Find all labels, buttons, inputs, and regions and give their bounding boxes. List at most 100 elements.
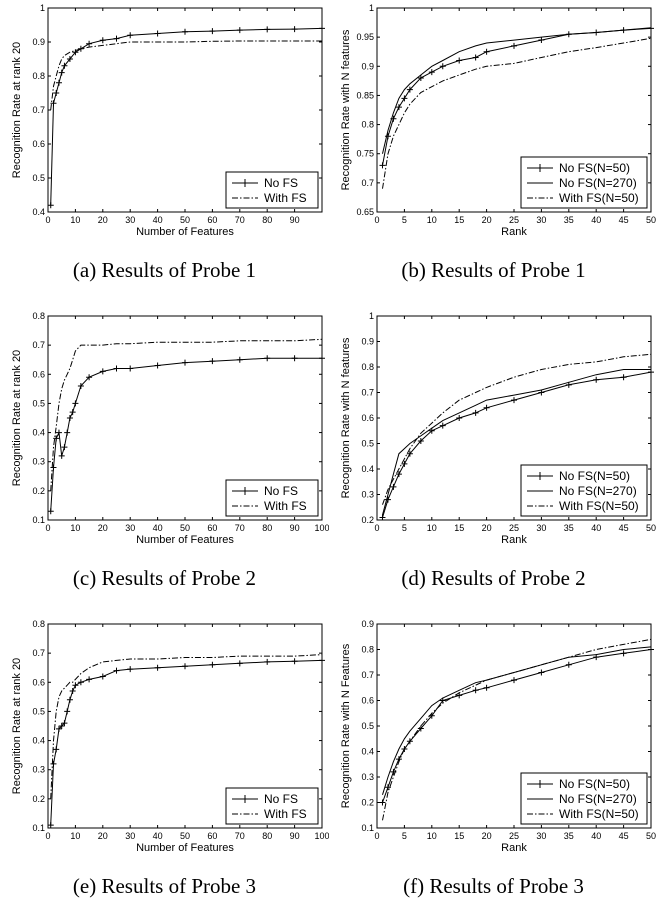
data-point-marker <box>154 362 161 369</box>
y-tick-label: 0.85 <box>356 90 374 100</box>
x-tick-label: 45 <box>619 215 629 225</box>
x-tick-label: 10 <box>70 523 80 533</box>
y-tick-label: 0.3 <box>32 765 45 775</box>
data-point-marker <box>264 355 271 362</box>
data-point-marker <box>66 696 73 703</box>
data-point-marker <box>511 677 517 684</box>
caption-d: (d) Results of Probe 2 <box>401 566 586 590</box>
data-point-marker <box>50 760 57 767</box>
y-tick-label: 0.1 <box>32 823 45 833</box>
series-line-2 <box>50 338 323 491</box>
data-point-marker <box>86 40 93 47</box>
x-tick-label: 50 <box>180 831 190 841</box>
x-tick-label: 35 <box>564 523 574 533</box>
data-point-marker <box>209 28 216 35</box>
chart-e: 0 10 20 30 40 50 60 70 80 90 100 0.1 0.2 0.3 0.4 0.5 0.6… <box>11 619 329 854</box>
data-point-marker <box>127 365 134 372</box>
caption-e: (e) Results of Probe 3 <box>72 874 257 898</box>
x-tick-label: 0 <box>45 215 50 225</box>
data-point-marker <box>55 725 62 732</box>
y-tick-label: 0.5 <box>32 173 45 183</box>
y-tick-label: 0.9 <box>361 619 374 629</box>
caption-a: (a) Results of Probe 1 <box>72 258 257 282</box>
y-tick-label: 0.2 <box>361 798 374 808</box>
data-point-marker <box>319 355 325 362</box>
legend-label: No FS <box>264 792 298 806</box>
x-tick-label: 15 <box>454 831 464 841</box>
data-point-marker <box>291 26 298 33</box>
y-tick-label: 0.7 <box>361 388 374 398</box>
x-tick-label: 90 <box>290 215 300 225</box>
y-tick-label: 0.4 <box>32 428 45 438</box>
x-tick-label: 30 <box>125 215 135 225</box>
data-point-marker <box>64 429 71 436</box>
legend-box <box>225 787 319 825</box>
data-point-marker <box>483 48 490 55</box>
legend-label: With FS <box>264 191 307 205</box>
x-tick-label: 0 <box>45 523 50 533</box>
x-tick-label: 60 <box>207 523 217 533</box>
y-tick-label: 0.6 <box>32 369 45 379</box>
y-tick-label: 0.8 <box>361 120 374 130</box>
legend-label: No FS(N=270) <box>559 792 637 806</box>
legend-label: With FS(N=50) <box>559 807 639 821</box>
legend-label: No FS <box>264 484 298 498</box>
y-tick-label: 0.9 <box>361 61 374 71</box>
data-point-marker <box>53 746 60 753</box>
y-tick-label: 0.5 <box>361 721 374 731</box>
data-point-marker <box>620 650 627 657</box>
series-line-3 <box>382 638 652 821</box>
chart-a: 0 10 20 30 40 50 60 70 80 90 0.4 0.5 0.6 0.7 0.8 0.9 1 Nu… <box>11 3 325 238</box>
data-point-marker <box>472 54 479 61</box>
x-tick-label: 45 <box>619 831 629 841</box>
y-tick-label: 0.8 <box>361 362 374 372</box>
data-point-marker <box>61 720 68 727</box>
data-point-marker <box>64 708 71 715</box>
data-point-marker <box>401 95 408 102</box>
legend-label: No FS <box>264 176 298 190</box>
y-axis-label: Recognition Rate with N Features <box>340 643 352 808</box>
y-tick-label: 0.7 <box>32 105 45 115</box>
data-point-marker <box>593 654 600 661</box>
data-point-marker <box>417 74 424 81</box>
x-tick-label: 70 <box>235 831 245 841</box>
y-tick-label: 0.4 <box>361 747 374 757</box>
x-tick-label: 90 <box>290 523 300 533</box>
x-axis-label: Rank <box>501 842 527 854</box>
data-point-marker <box>47 508 54 515</box>
x-axis-label: Number of Features <box>136 842 234 854</box>
data-point-marker <box>456 415 463 421</box>
legend-box <box>225 479 319 517</box>
data-point-marker <box>66 415 73 421</box>
data-point-marker <box>47 822 54 829</box>
chart-panel-a: 0 10 20 30 40 50 60 70 80 90 0.4 0.5 0.6 0.7 0.8 0.9 1 Nu… <box>0 0 329 308</box>
y-tick-label: 0.4 <box>32 736 45 746</box>
x-tick-label: 50 <box>180 523 190 533</box>
series-line-1 <box>50 659 323 826</box>
legend-label: No FS(N=50) <box>559 777 630 791</box>
y-tick-label: 0.7 <box>361 178 374 188</box>
x-tick-label: 40 <box>153 831 163 841</box>
x-tick-label: 50 <box>646 523 656 533</box>
x-tick-label: 25 <box>509 215 519 225</box>
x-tick-label: 15 <box>454 215 464 225</box>
caption-c: (c) Results of Probe 2 <box>72 566 257 590</box>
x-tick-label: 10 <box>427 215 437 225</box>
y-tick-label: 0.9 <box>32 37 45 47</box>
legend-label: No FS(N=270) <box>559 176 637 190</box>
legend-label: With FS <box>264 807 307 821</box>
data-point-marker <box>390 483 397 490</box>
y-tick-label: 0.5 <box>32 706 45 716</box>
y-tick-label: 0.2 <box>361 515 374 525</box>
data-point-marker <box>53 435 60 442</box>
data-point-marker <box>384 784 391 791</box>
series-line-1 <box>382 27 652 166</box>
data-point-marker <box>439 422 446 429</box>
x-tick-label: 35 <box>564 215 574 225</box>
data-point-marker <box>99 368 106 375</box>
chart-f: 0 5 10 15 20 25 30 35 40 45 50 0.1 0.2 0.3 0.4 0.5 0.6 0.… <box>340 619 656 854</box>
y-tick-label: 0.8 <box>32 311 45 321</box>
x-tick-label: 20 <box>482 523 492 533</box>
legend-label: With FS <box>264 499 307 513</box>
data-point-marker <box>182 28 188 35</box>
